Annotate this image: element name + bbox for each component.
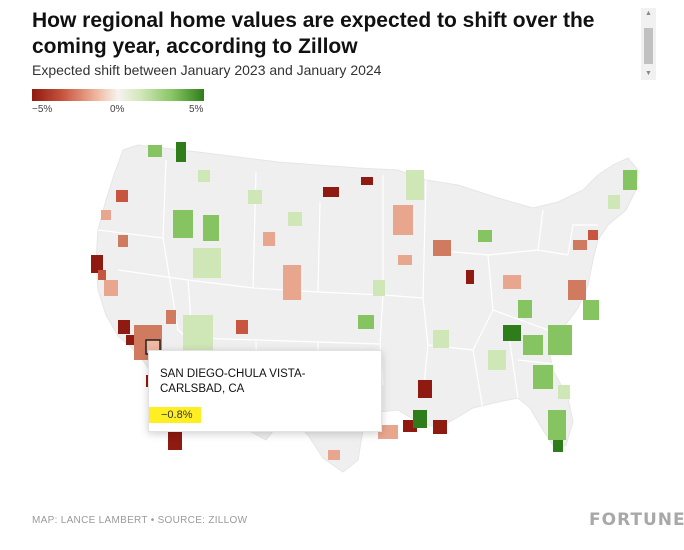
metro-region[interactable] — [118, 320, 130, 334]
metro-region[interactable] — [198, 170, 210, 182]
metro-region[interactable] — [236, 320, 248, 334]
metro-region[interactable] — [533, 365, 553, 389]
metro-region[interactable] — [361, 177, 373, 185]
fortune-logo: FORTUNE — [589, 510, 684, 530]
metro-region[interactable] — [98, 270, 106, 280]
scroll-down-arrow-icon[interactable]: ▼ — [645, 70, 652, 77]
metro-region[interactable] — [173, 210, 193, 238]
metro-region[interactable] — [488, 350, 506, 370]
metro-region[interactable] — [116, 190, 128, 202]
metro-region[interactable] — [168, 430, 182, 450]
metro-region[interactable] — [623, 170, 637, 190]
metro-region[interactable] — [583, 300, 599, 320]
metro-region[interactable] — [588, 230, 598, 240]
metro-region[interactable] — [573, 240, 587, 250]
legend-mid-label: 0% — [110, 104, 125, 115]
metro-region[interactable] — [433, 240, 451, 256]
metro-region[interactable] — [558, 385, 570, 399]
metro-region[interactable] — [183, 315, 213, 355]
us-map[interactable] — [78, 130, 663, 490]
metro-region[interactable] — [433, 330, 449, 348]
metro-region[interactable] — [393, 205, 413, 235]
metro-region[interactable] — [358, 315, 374, 329]
metro-region[interactable] — [503, 275, 521, 289]
metro-region[interactable] — [418, 380, 432, 398]
metro-region[interactable] — [503, 325, 521, 341]
metro-region[interactable] — [478, 230, 492, 242]
metro-region[interactable] — [413, 410, 427, 428]
metro-region[interactable] — [101, 210, 111, 220]
metro-region[interactable] — [118, 235, 128, 247]
metro-region[interactable] — [548, 325, 572, 355]
metro-region[interactable] — [283, 265, 301, 300]
metro-region[interactable] — [193, 248, 221, 278]
legend-gradient-bar — [32, 89, 204, 101]
metro-region[interactable] — [523, 335, 543, 355]
scroll-up-arrow-icon[interactable]: ▲ — [645, 10, 652, 17]
metro-region[interactable] — [328, 450, 340, 460]
metro-region[interactable] — [91, 255, 103, 273]
metro-region[interactable] — [166, 310, 176, 324]
metro-region[interactable] — [104, 280, 118, 296]
metro-region[interactable] — [398, 255, 412, 265]
legend-max-label: 5% — [189, 104, 204, 115]
metro-region[interactable] — [433, 420, 447, 434]
legend-min-label: −5% — [32, 104, 53, 115]
metro-region[interactable] — [518, 300, 532, 318]
tooltip-region-name: San Diego-Chula Vista-Carlsbad, CA — [160, 368, 306, 395]
metro-region[interactable] — [608, 195, 620, 209]
metro-region[interactable] — [323, 187, 339, 197]
metro-region[interactable] — [553, 440, 563, 452]
map-credit: MAP: LANCE LAMBERT • SOURCE: ZILLOW — [32, 515, 248, 526]
metro-region[interactable] — [203, 215, 219, 241]
metro-region[interactable] — [466, 270, 474, 284]
metro-region[interactable] — [148, 145, 162, 157]
scrollbar-thumb[interactable] — [644, 28, 653, 64]
metro-region[interactable] — [288, 212, 302, 226]
metro-region[interactable] — [248, 190, 262, 204]
metro-region[interactable] — [406, 170, 424, 200]
metro-region[interactable] — [263, 232, 275, 246]
map-title: How regional home values are expected to… — [32, 9, 595, 58]
metro-region[interactable] — [378, 425, 398, 439]
metro-region[interactable] — [126, 335, 136, 345]
region-tooltip: San Diego-Chula Vista-Carlsbad, CA −0.8% — [148, 350, 382, 432]
scrollbar[interactable]: ▲ ▼ — [641, 8, 656, 80]
color-legend: −5% 0% 5% — [32, 89, 204, 118]
metro-regions-growth[interactable] — [148, 142, 637, 452]
tooltip-value-badge: −0.8% — [149, 407, 201, 423]
metro-region[interactable] — [176, 142, 186, 162]
map-subtitle: Expected shift between January 2023 and … — [32, 62, 382, 78]
metro-region[interactable] — [373, 280, 385, 296]
metro-regions-decline[interactable] — [91, 177, 598, 460]
metro-region[interactable] — [568, 280, 586, 300]
metro-region[interactable] — [548, 410, 566, 440]
